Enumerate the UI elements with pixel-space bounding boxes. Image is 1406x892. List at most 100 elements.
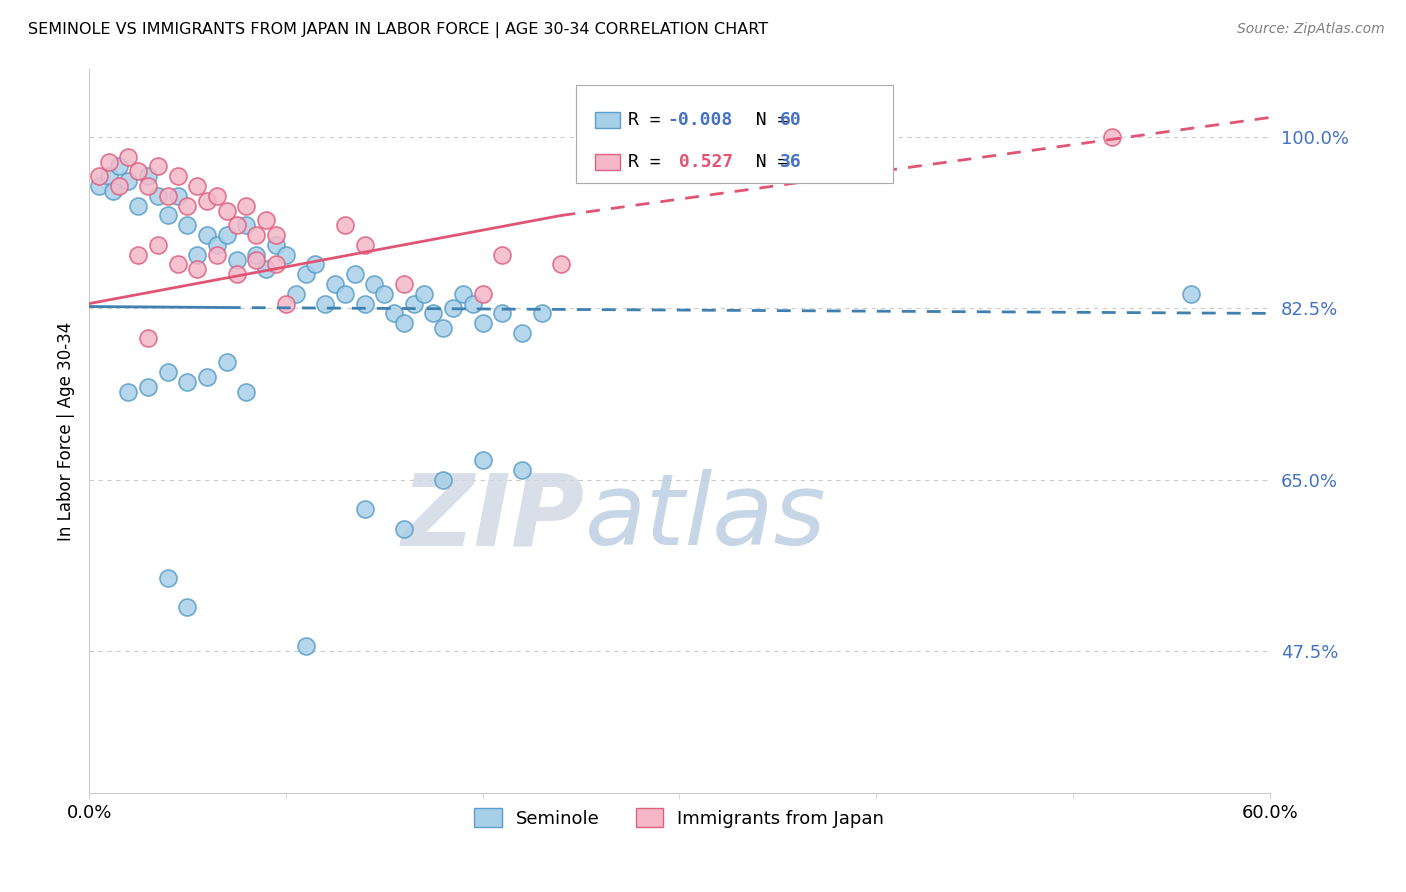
Text: ZIP: ZIP: [402, 469, 585, 566]
Point: [274, 247, 297, 261]
Point: [186, 262, 208, 277]
Point: [176, 375, 198, 389]
Point: [156, 189, 179, 203]
Point: [205, 247, 228, 261]
Point: [235, 384, 257, 399]
Point: [254, 262, 277, 277]
Point: [274, 296, 297, 310]
Point: [353, 296, 375, 310]
Text: R =: R =: [628, 153, 672, 171]
Point: [314, 296, 336, 310]
Point: [156, 209, 179, 223]
Point: [451, 286, 474, 301]
Point: [432, 321, 454, 335]
Text: SEMINOLE VS IMMIGRANTS FROM JAPAN IN LABOR FORCE | AGE 30-34 CORRELATION CHART: SEMINOLE VS IMMIGRANTS FROM JAPAN IN LAB…: [28, 22, 768, 38]
Text: 0.527: 0.527: [668, 153, 733, 171]
Point: [461, 296, 484, 310]
Point: [333, 286, 356, 301]
Point: [225, 252, 247, 267]
Point: [530, 306, 553, 320]
Point: [127, 199, 149, 213]
Point: [441, 301, 464, 316]
Point: [117, 150, 139, 164]
Point: [97, 154, 120, 169]
Point: [491, 306, 513, 320]
Point: [392, 522, 415, 536]
Point: [225, 267, 247, 281]
Point: [146, 237, 169, 252]
Point: [284, 286, 307, 301]
Text: 60: 60: [780, 112, 801, 129]
Point: [117, 174, 139, 188]
Point: [304, 257, 326, 271]
Point: [156, 571, 179, 585]
Point: [254, 213, 277, 227]
Point: [392, 277, 415, 291]
Point: [550, 257, 572, 271]
Text: N =: N =: [734, 153, 799, 171]
Point: [392, 316, 415, 330]
Point: [127, 164, 149, 178]
Point: [294, 267, 316, 281]
Point: [117, 384, 139, 399]
Text: -0.008: -0.008: [668, 112, 733, 129]
Point: [245, 247, 267, 261]
Text: 36: 36: [780, 153, 801, 171]
Point: [87, 179, 110, 194]
Y-axis label: In Labor Force | Age 30-34: In Labor Force | Age 30-34: [58, 321, 75, 541]
Point: [353, 237, 375, 252]
Point: [136, 179, 159, 194]
Point: [146, 189, 169, 203]
Point: [156, 365, 179, 379]
Point: [146, 160, 169, 174]
Point: [353, 502, 375, 516]
Point: [382, 306, 405, 320]
Point: [195, 194, 218, 208]
Legend: Seminole, Immigrants from Japan: Seminole, Immigrants from Japan: [467, 801, 891, 835]
Point: [186, 247, 208, 261]
Point: [373, 286, 395, 301]
Point: [412, 286, 434, 301]
Point: [176, 600, 198, 615]
Point: [235, 199, 257, 213]
Point: [225, 219, 247, 233]
Point: [235, 219, 257, 233]
Point: [422, 306, 444, 320]
Point: [245, 227, 267, 242]
Point: [264, 227, 287, 242]
Point: [176, 219, 198, 233]
Point: [510, 326, 533, 340]
Point: [107, 160, 129, 174]
Point: [107, 179, 129, 194]
Point: [1180, 286, 1202, 301]
Point: [205, 237, 228, 252]
Text: N =: N =: [734, 112, 799, 129]
Point: [264, 257, 287, 271]
Point: [402, 296, 425, 310]
Point: [205, 189, 228, 203]
Point: [176, 199, 198, 213]
Point: [215, 355, 238, 369]
Text: Source: ZipAtlas.com: Source: ZipAtlas.com: [1237, 22, 1385, 37]
Point: [294, 640, 316, 654]
Point: [87, 169, 110, 184]
Point: [471, 316, 494, 330]
Point: [195, 227, 218, 242]
Point: [510, 463, 533, 477]
Point: [166, 189, 188, 203]
Point: [432, 473, 454, 487]
Point: [166, 169, 188, 184]
Point: [166, 257, 188, 271]
Point: [264, 237, 287, 252]
Point: [97, 169, 120, 184]
Point: [245, 252, 267, 267]
Point: [186, 179, 208, 194]
Text: R =: R =: [628, 112, 672, 129]
Point: [101, 184, 124, 198]
Point: [215, 227, 238, 242]
Point: [471, 453, 494, 467]
Point: [215, 203, 238, 218]
Point: [491, 247, 513, 261]
Point: [136, 380, 159, 394]
Point: [136, 169, 159, 184]
